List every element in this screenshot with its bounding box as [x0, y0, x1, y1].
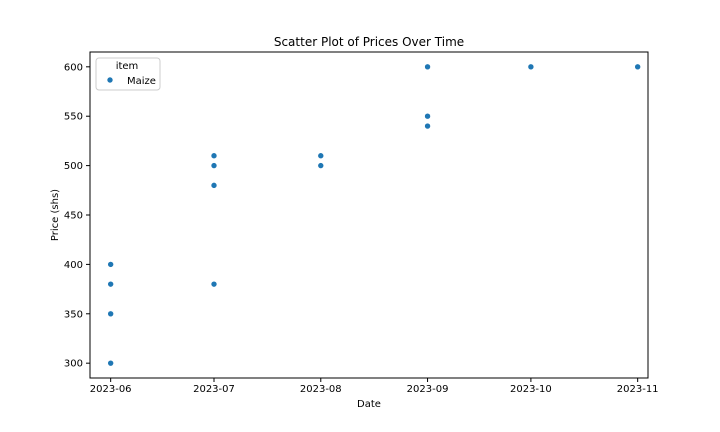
y-tick-label: 600 — [64, 62, 83, 73]
data-point — [317, 162, 325, 169]
x-tick-label: 2023-10 — [510, 384, 552, 395]
data-point — [107, 280, 114, 288]
y-tick-label: 450 — [64, 211, 83, 222]
data-point — [107, 359, 114, 367]
data-point — [210, 162, 218, 169]
legend-marker-maize — [106, 76, 114, 84]
data-point — [107, 310, 114, 318]
chart-title: Scatter Plot of Prices Over Time — [274, 35, 464, 49]
y-tick-label: 400 — [64, 260, 83, 271]
legend-title: item — [116, 61, 139, 72]
data-point — [424, 122, 431, 130]
data-point — [210, 182, 218, 189]
y-axis: 300 350 400 450 500 550 600 — [64, 62, 90, 370]
data-point — [424, 112, 431, 120]
x-tick-label: 2023-08 — [300, 384, 342, 395]
x-tick-label: 2023-06 — [90, 384, 132, 395]
legend-entry-maize: Maize — [127, 76, 156, 87]
x-tick-label: 2023-11 — [617, 384, 659, 395]
y-tick-label: 550 — [64, 112, 83, 123]
data-point — [634, 63, 641, 71]
data-point — [210, 152, 218, 160]
data-point — [210, 280, 218, 288]
data-point — [527, 63, 535, 71]
x-tick-label: 2023-07 — [193, 384, 235, 395]
x-axis: 2023-06 2023-07 2023-08 2023-09 2023-10 2023-… — [90, 378, 659, 395]
data-point — [424, 63, 431, 71]
x-tick-label: 2023-09 — [407, 384, 449, 395]
x-axis-label: Date — [357, 399, 381, 410]
y-tick-label: 500 — [64, 161, 83, 172]
data-points — [107, 63, 641, 367]
y-tick-label: 350 — [64, 309, 83, 320]
legend: item Maize — [95, 57, 161, 91]
data-point — [317, 152, 325, 160]
y-axis-label: Price (shs) — [50, 189, 61, 241]
plot-area — [89, 51, 649, 379]
y-tick-label: 300 — [64, 359, 83, 370]
data-point — [107, 261, 114, 268]
